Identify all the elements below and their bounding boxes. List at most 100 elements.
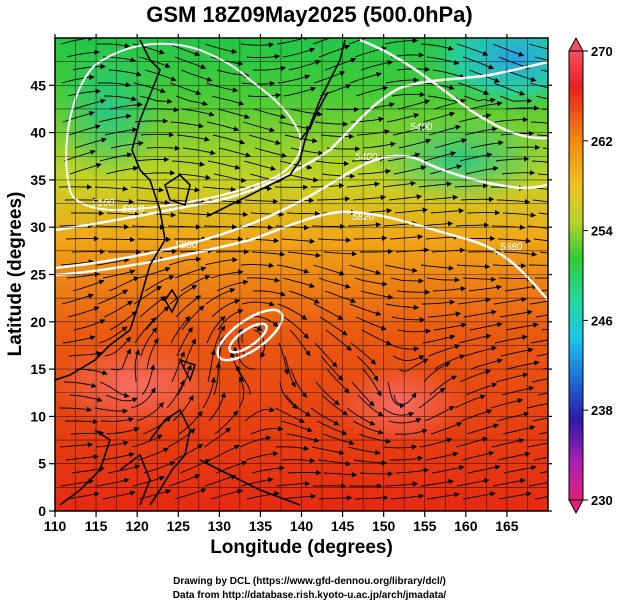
wind-streamline — [527, 442, 548, 448]
x-tick-label: 125 — [167, 518, 191, 534]
wind-streamline — [101, 452, 135, 461]
wind-streamline — [135, 156, 170, 163]
y-tick-label: 25 — [30, 267, 46, 283]
wind-streamline — [95, 224, 130, 230]
wind-streamline — [424, 194, 459, 201]
wind-streamline — [65, 418, 99, 425]
wind-streamline — [99, 152, 133, 162]
wind-streamline — [424, 406, 455, 422]
wind-streamline — [97, 81, 132, 88]
wind-streamline — [105, 165, 139, 175]
wind-streamline — [361, 102, 395, 110]
wind-streamline — [462, 56, 495, 70]
x-tick-label: 130 — [208, 518, 232, 534]
contour-label: 5880 — [175, 240, 198, 251]
wind-streamline — [244, 406, 275, 422]
wind-streamline — [502, 212, 537, 218]
wind-streamline — [284, 355, 296, 388]
wind-streamline — [246, 53, 281, 60]
wind-streamline — [346, 407, 376, 426]
wind-streamline — [321, 173, 356, 179]
wind-streamline — [318, 44, 351, 58]
wind-streamline — [67, 306, 100, 318]
wind-streamline — [393, 165, 427, 175]
wind-streamline — [398, 358, 429, 372]
wind-streamline — [419, 437, 453, 448]
wind-streamline — [394, 207, 429, 214]
wind-streamline — [430, 208, 465, 214]
wind-streamline — [107, 464, 141, 474]
wind-streamline — [504, 284, 538, 292]
wind-streamline — [388, 194, 423, 201]
wind-streamline — [429, 375, 457, 396]
wind-streamline — [499, 95, 533, 104]
wind-streamline — [314, 121, 349, 127]
wind-streamline — [384, 264, 418, 273]
y-tick-label: 0 — [38, 503, 46, 519]
wind-streamline — [137, 447, 170, 461]
wind-streamline — [434, 354, 466, 370]
wind-streamline — [140, 327, 158, 357]
wind-streamline — [529, 82, 548, 89]
wind-streamline — [181, 305, 205, 331]
wind-streamline — [382, 407, 415, 417]
x-tick-label: 135 — [249, 518, 273, 534]
wind-streamline — [133, 82, 166, 94]
wind-streamline — [501, 170, 536, 176]
wind-streamline — [466, 423, 499, 435]
wind-streamline — [322, 433, 355, 446]
wind-streamline — [532, 417, 548, 422]
wind-streamline — [286, 211, 321, 217]
wind-streamline — [98, 113, 132, 123]
wind-streamline — [62, 111, 95, 123]
wind-streamline — [73, 319, 106, 331]
wind-streamline — [61, 74, 95, 84]
temperature-field: 5100 5400 5400 5820 5820 5880 5880 — [55, 38, 548, 511]
wind-streamline — [469, 100, 503, 110]
wind-streamline — [170, 315, 191, 344]
wind-streamline — [144, 275, 175, 292]
wind-streamline — [319, 84, 352, 97]
wind-streamline — [534, 56, 548, 61]
wind-streamline — [491, 438, 525, 448]
wind-streamline — [136, 199, 171, 206]
wind-streamline — [459, 369, 492, 383]
wind-streamline — [275, 445, 310, 452]
y-tick-label: 40 — [30, 125, 46, 141]
wind-streamline — [315, 160, 350, 167]
wind-streamline — [384, 38, 419, 45]
wind-streamline — [180, 69, 213, 82]
coastlines — [55, 39, 346, 506]
wind-streamline — [349, 303, 382, 316]
wind-streamline — [287, 469, 322, 476]
wind-streamline — [426, 492, 460, 500]
wind-streamline — [539, 471, 548, 474]
wind-streamline — [317, 237, 352, 243]
wind-streamline — [323, 251, 358, 257]
wind-streamline — [209, 445, 240, 461]
wind-streamline — [390, 493, 425, 500]
wind-streamline — [505, 322, 539, 331]
wind-streamline — [290, 147, 324, 156]
wind-streamline — [497, 238, 532, 244]
wind-streamline — [317, 459, 352, 467]
wind-streamline — [423, 151, 457, 162]
wind-streamline — [389, 234, 424, 240]
wind-streamline — [354, 235, 388, 241]
wind-streamline — [71, 210, 105, 216]
wind-streamline — [427, 95, 461, 103]
wind-streamline — [174, 266, 207, 279]
wind-streamline — [425, 234, 460, 240]
wind-streamline — [396, 289, 431, 295]
wind-streamline — [251, 465, 285, 474]
colorbar-tick-label: 262 — [591, 134, 613, 149]
wind-streamline — [323, 471, 358, 478]
wind-streamline — [351, 381, 375, 407]
wind-streamline — [428, 124, 462, 136]
wind-streamline — [211, 95, 245, 106]
wind-streamline — [456, 263, 491, 270]
wind-streamline — [145, 306, 170, 331]
wind-streamline — [175, 295, 202, 318]
wind-streamline — [68, 124, 101, 136]
